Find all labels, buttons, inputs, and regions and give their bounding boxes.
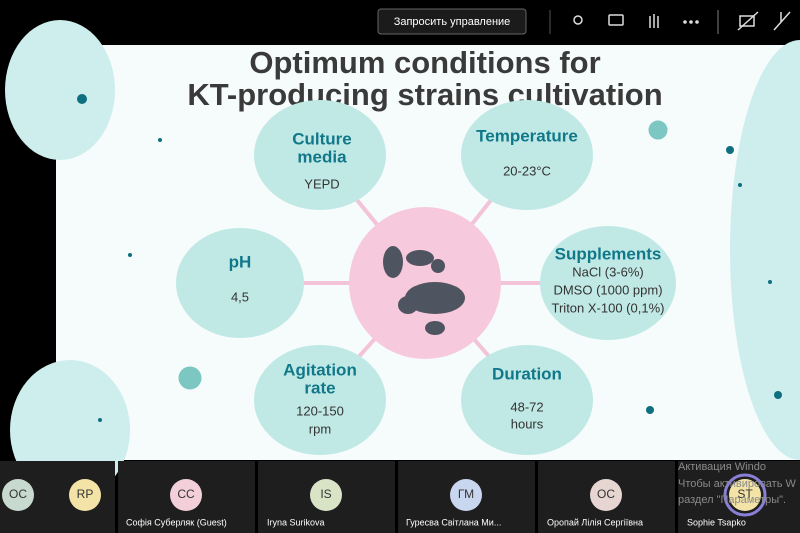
cell — [405, 282, 465, 314]
node-value: Triton X-100 (0,1%) — [552, 300, 665, 315]
dot — [158, 138, 162, 142]
participant-name: Sophie Tsapko — [687, 517, 746, 527]
node-heading: rate — [304, 378, 335, 397]
participant-name: Гуресва Світлана Ми... — [406, 517, 501, 527]
initials: OC — [597, 487, 615, 501]
bubbles — [176, 100, 676, 455]
avatar — [69, 479, 101, 511]
cell — [406, 250, 434, 266]
avatar — [310, 479, 342, 511]
watermark: Активация Windo — [678, 461, 766, 473]
node-value: 20-23°C — [503, 163, 551, 178]
node-value: YEPD — [304, 176, 339, 191]
mic-off-icon[interactable] — [773, 11, 791, 31]
cell — [431, 259, 445, 273]
avatar — [2, 479, 34, 511]
node-heading: media — [297, 147, 347, 166]
speaking-ring — [723, 473, 767, 517]
node-heading: Culture — [292, 129, 352, 148]
node-value: rpm — [309, 421, 331, 436]
avatar — [729, 479, 761, 511]
node-heading: pH — [229, 252, 252, 271]
dot — [774, 391, 782, 399]
watermark: Чтобы активировать W — [678, 478, 797, 490]
participant-name: Iryna Surikova — [267, 517, 325, 527]
dot — [98, 418, 102, 422]
virus — [648, 120, 668, 140]
initials: IS — [320, 487, 331, 501]
avatar — [450, 479, 482, 511]
dot — [738, 183, 742, 187]
bubble — [461, 345, 593, 455]
camera-off-icon[interactable] — [739, 15, 755, 27]
bubble — [461, 100, 593, 210]
initials: CC — [177, 487, 195, 501]
participant-name: Софія Суберляк (Guest) — [126, 517, 227, 527]
node-value: 4,5 — [231, 289, 249, 304]
dot — [128, 253, 132, 257]
node-heading: Agitation — [283, 360, 357, 379]
node-heading: Temperature — [476, 126, 578, 145]
avatar — [170, 479, 202, 511]
bubble — [176, 228, 304, 338]
toolbar-icons — [573, 10, 791, 34]
dot — [646, 406, 654, 414]
node-value: NaCl (3-6%) — [572, 264, 644, 279]
yeast-cells — [383, 246, 465, 335]
request-control-button[interactable] — [377, 8, 527, 35]
initials: RP — [77, 487, 94, 501]
raise-hand-icon[interactable] — [649, 14, 659, 28]
people-icon[interactable] — [573, 15, 583, 25]
dot — [695, 20, 699, 24]
participant-name: Оропай Лілія Сергіївна — [547, 517, 643, 527]
decoration — [5, 20, 115, 160]
virus-icons — [178, 120, 668, 390]
decoration — [730, 40, 800, 460]
node-heading: Supplements — [555, 244, 662, 263]
initials: OC — [9, 487, 27, 501]
dot — [689, 20, 693, 24]
dot — [768, 280, 772, 284]
cell — [398, 296, 418, 314]
cell — [425, 321, 445, 335]
node-value: 48-72 — [510, 399, 543, 414]
cell — [383, 246, 403, 278]
chat-icon[interactable] — [608, 14, 624, 26]
node-value: DMSO (1000 ppm) — [553, 282, 662, 297]
camera-slash — [737, 11, 759, 31]
button-label: Запросить управление — [394, 16, 511, 28]
virus — [178, 366, 202, 390]
dots — [77, 94, 782, 422]
slide-title: KT-producing strains cultivation — [187, 77, 662, 112]
slide-title: Optimum conditions for — [249, 45, 600, 80]
avatar — [590, 479, 622, 511]
bubble — [254, 345, 386, 455]
node-value: hours — [511, 416, 544, 431]
dot — [726, 146, 734, 154]
dot — [683, 20, 687, 24]
participant-strip: OC RP CC Софія Суберляк (Guest) IS Iryna… — [0, 461, 800, 533]
initials: ST — [737, 487, 753, 501]
bubble — [540, 226, 676, 340]
node-heading: Duration — [492, 364, 562, 383]
watermark: раздел "Параметры". — [678, 494, 786, 506]
slide: Optimum conditions for KT-producing stra… — [5, 20, 800, 500]
more-icon[interactable] — [683, 20, 699, 24]
bubble — [254, 100, 386, 210]
dot — [77, 94, 87, 104]
initials: ГМ — [458, 487, 474, 501]
node-value: 120-150 — [296, 403, 344, 418]
